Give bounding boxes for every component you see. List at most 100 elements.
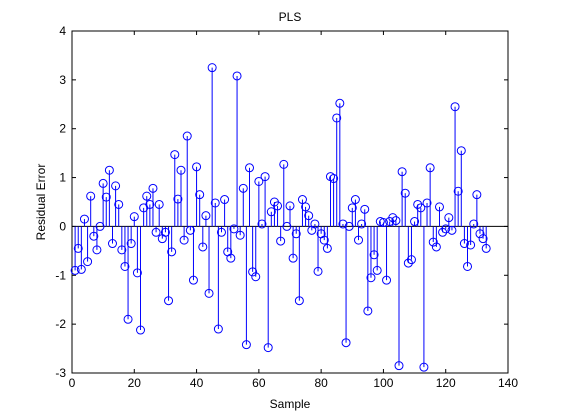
stem-marker xyxy=(129,212,139,222)
stem-marker xyxy=(104,165,114,175)
stem-marker xyxy=(123,314,133,324)
stem-marker xyxy=(79,214,89,224)
data-point xyxy=(450,102,460,227)
data-point xyxy=(357,219,367,229)
stem-marker xyxy=(257,219,267,229)
y-tick-label: -2 xyxy=(55,317,66,331)
stem-marker xyxy=(338,219,348,229)
data-point xyxy=(285,201,295,227)
data-point xyxy=(419,226,429,372)
data-point xyxy=(173,194,183,227)
stem-marker xyxy=(179,235,189,245)
stem-marker xyxy=(154,199,164,209)
data-point xyxy=(73,226,83,253)
stem-marker xyxy=(297,195,307,205)
stem-marker xyxy=(335,98,345,108)
data-point xyxy=(104,165,114,227)
data-point xyxy=(107,226,117,249)
data-point xyxy=(344,221,354,231)
data-point xyxy=(126,226,136,249)
data-point xyxy=(257,219,267,229)
stem-marker xyxy=(403,258,413,268)
stem-marker xyxy=(434,202,444,212)
data-point xyxy=(273,201,283,227)
stem-marker xyxy=(226,253,236,263)
stem-marker xyxy=(369,250,379,260)
stem-marker xyxy=(447,225,457,235)
data-point xyxy=(456,146,466,227)
data-point xyxy=(406,226,416,265)
stem-marker xyxy=(120,261,130,271)
data-point xyxy=(76,226,86,274)
data-point xyxy=(469,219,479,229)
stem-marker xyxy=(304,211,314,221)
x-tick-label: 140 xyxy=(498,376,518,390)
data-point xyxy=(394,226,404,371)
data-point xyxy=(160,226,170,237)
y-tick-label: 3 xyxy=(59,73,66,87)
data-point xyxy=(463,226,473,271)
stem-marker xyxy=(279,159,289,169)
data-point xyxy=(441,224,451,234)
stem-marker xyxy=(344,221,354,231)
stem-marker xyxy=(70,265,80,275)
data-point xyxy=(235,226,245,240)
data-point xyxy=(167,226,177,257)
data-point xyxy=(434,202,444,227)
data-point xyxy=(382,226,392,285)
stem-marker xyxy=(410,217,420,227)
stem-marker xyxy=(372,265,382,275)
stem-marker xyxy=(229,224,239,234)
data-point xyxy=(136,226,146,335)
stem-marker xyxy=(117,245,127,255)
data-point xyxy=(459,226,469,249)
stem-marker xyxy=(288,253,298,263)
stem-marker xyxy=(266,207,276,217)
stem-marker xyxy=(86,191,96,201)
stem-marker xyxy=(195,190,205,200)
y-axis-label: Residual Error xyxy=(34,164,48,241)
data-point xyxy=(354,226,364,245)
stem-marker xyxy=(472,190,482,200)
stem-marker xyxy=(260,172,270,182)
data-point xyxy=(422,198,432,227)
data-point xyxy=(369,226,379,260)
data-point xyxy=(425,163,435,227)
stem-marker xyxy=(422,198,432,208)
data-point xyxy=(92,226,102,255)
data-point xyxy=(95,221,105,231)
stem-marker xyxy=(248,267,258,277)
stem-marker xyxy=(378,218,388,228)
data-point xyxy=(294,226,304,306)
stem-marker xyxy=(142,191,152,201)
data-point xyxy=(310,219,320,229)
data-point xyxy=(313,226,323,276)
y-tick-label: 4 xyxy=(59,24,66,38)
stem-marker xyxy=(382,275,392,285)
data-point xyxy=(176,165,186,227)
stem-marker xyxy=(170,150,180,160)
data-point xyxy=(86,191,96,227)
x-tick-label: 100 xyxy=(373,376,393,390)
data-point xyxy=(478,226,488,244)
y-tick-label: -3 xyxy=(55,366,66,380)
stem-marker xyxy=(469,219,479,229)
stem-marker xyxy=(73,243,83,253)
data-point xyxy=(98,178,108,227)
data-point xyxy=(142,191,152,227)
data-point xyxy=(338,219,348,229)
data-point xyxy=(329,174,339,227)
data-point xyxy=(378,218,388,228)
data-point xyxy=(322,226,332,253)
stem-marker xyxy=(463,261,473,271)
stem-marker xyxy=(232,71,242,81)
stem-marker xyxy=(145,199,155,209)
data-point xyxy=(447,225,457,235)
data-point xyxy=(201,211,211,227)
data-point xyxy=(291,226,301,239)
stem-marker xyxy=(192,162,202,172)
y-tick-label: -1 xyxy=(55,268,66,282)
stem-marker xyxy=(167,247,177,257)
data-point xyxy=(251,226,261,282)
stem-marker xyxy=(341,338,351,348)
